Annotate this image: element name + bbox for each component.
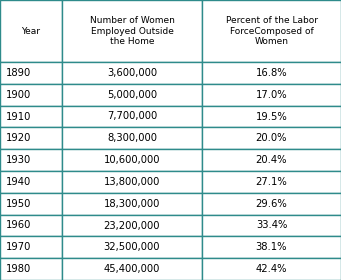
Text: 1910: 1910 xyxy=(6,111,31,122)
Bar xyxy=(202,236,341,258)
Text: 1940: 1940 xyxy=(6,177,31,187)
Bar xyxy=(62,258,202,280)
Bar xyxy=(202,149,341,171)
Bar xyxy=(0,127,62,149)
Text: Percent of the Labor
ForceComposed of
Women: Percent of the Labor ForceComposed of Wo… xyxy=(225,16,317,46)
Text: 1950: 1950 xyxy=(6,199,31,209)
Text: 20.0%: 20.0% xyxy=(256,133,287,143)
Bar xyxy=(202,193,341,214)
Text: 38.1%: 38.1% xyxy=(256,242,287,252)
Bar xyxy=(0,149,62,171)
Text: 29.6%: 29.6% xyxy=(256,199,287,209)
Bar xyxy=(202,214,341,236)
Bar xyxy=(62,84,202,106)
Text: 16.8%: 16.8% xyxy=(256,68,287,78)
Text: 33.4%: 33.4% xyxy=(256,221,287,230)
Text: Year: Year xyxy=(21,27,41,36)
Text: 23,200,000: 23,200,000 xyxy=(104,221,160,230)
Bar xyxy=(62,214,202,236)
Text: 42.4%: 42.4% xyxy=(256,264,287,274)
Bar xyxy=(62,127,202,149)
Bar xyxy=(62,0,202,62)
Bar xyxy=(202,171,341,193)
Text: 20.4%: 20.4% xyxy=(256,155,287,165)
Bar xyxy=(202,106,341,127)
Text: 1960: 1960 xyxy=(6,221,31,230)
Text: 1970: 1970 xyxy=(6,242,31,252)
Text: 17.0%: 17.0% xyxy=(256,90,287,100)
Bar xyxy=(202,258,341,280)
Bar xyxy=(62,236,202,258)
Bar xyxy=(0,193,62,214)
Bar xyxy=(202,84,341,106)
Text: 1980: 1980 xyxy=(6,264,31,274)
Bar xyxy=(62,149,202,171)
Bar xyxy=(62,106,202,127)
Bar xyxy=(0,214,62,236)
Text: 19.5%: 19.5% xyxy=(256,111,287,122)
Text: 5,000,000: 5,000,000 xyxy=(107,90,157,100)
Bar xyxy=(62,193,202,214)
Bar xyxy=(0,0,62,62)
Bar xyxy=(202,0,341,62)
Text: 13,800,000: 13,800,000 xyxy=(104,177,160,187)
Text: 7,700,000: 7,700,000 xyxy=(107,111,157,122)
Text: 32,500,000: 32,500,000 xyxy=(104,242,160,252)
Bar xyxy=(202,62,341,84)
Text: 45,400,000: 45,400,000 xyxy=(104,264,160,274)
Text: 1930: 1930 xyxy=(6,155,31,165)
Bar xyxy=(0,84,62,106)
Bar xyxy=(0,106,62,127)
Text: Number of Women
Employed Outside
the Home: Number of Women Employed Outside the Hom… xyxy=(90,16,175,46)
Bar xyxy=(62,62,202,84)
Bar xyxy=(0,171,62,193)
Bar xyxy=(0,258,62,280)
Bar xyxy=(0,236,62,258)
Text: 18,300,000: 18,300,000 xyxy=(104,199,160,209)
Bar xyxy=(0,62,62,84)
Text: 3,600,000: 3,600,000 xyxy=(107,68,157,78)
Bar xyxy=(62,171,202,193)
Text: 1920: 1920 xyxy=(6,133,31,143)
Text: 27.1%: 27.1% xyxy=(256,177,287,187)
Text: 10,600,000: 10,600,000 xyxy=(104,155,160,165)
Text: 1900: 1900 xyxy=(6,90,31,100)
Bar xyxy=(202,127,341,149)
Text: 1890: 1890 xyxy=(6,68,31,78)
Text: 8,300,000: 8,300,000 xyxy=(107,133,157,143)
